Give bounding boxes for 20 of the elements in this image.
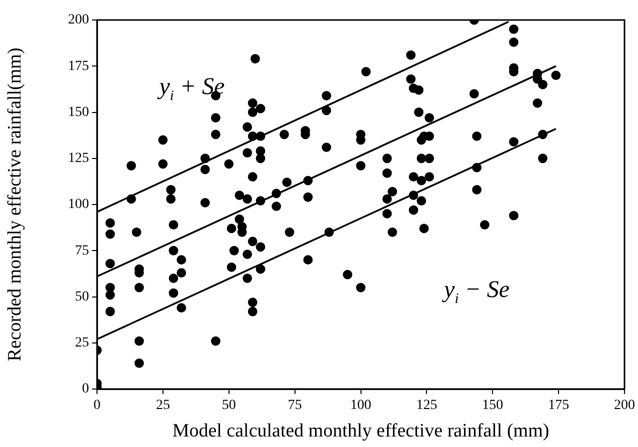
- y-tick-label: 50: [75, 289, 89, 304]
- y-tick-label: 175: [68, 58, 89, 74]
- y-tick-label: 200: [68, 12, 89, 28]
- y-tick-label: 100: [68, 197, 89, 212]
- y-tick-label: 125: [68, 151, 89, 166]
- y-axis-title: Recorded monthly effective rainfall(mm): [4, 48, 26, 362]
- y-tick-label: 150: [68, 104, 89, 120]
- x-tick-label: 50: [222, 398, 236, 414]
- y-tick-label: 25: [75, 336, 89, 351]
- y-tick-label: 0: [82, 382, 89, 397]
- x-tick-label: 100: [350, 398, 372, 414]
- x-tick-label: 25: [156, 398, 170, 414]
- x-axis-title: Model calculated monthly effective rainfall (mm): [172, 420, 550, 442]
- x-tick-label: 200: [614, 398, 635, 414]
- y-tick-label: 75: [75, 243, 89, 258]
- x-tick-label: 125: [416, 398, 438, 414]
- x-tick-label: 175: [548, 398, 570, 414]
- x-tick-label: 0: [94, 398, 100, 414]
- x-tick-label: 75: [288, 398, 302, 414]
- x-tick-label: 150: [482, 398, 504, 414]
